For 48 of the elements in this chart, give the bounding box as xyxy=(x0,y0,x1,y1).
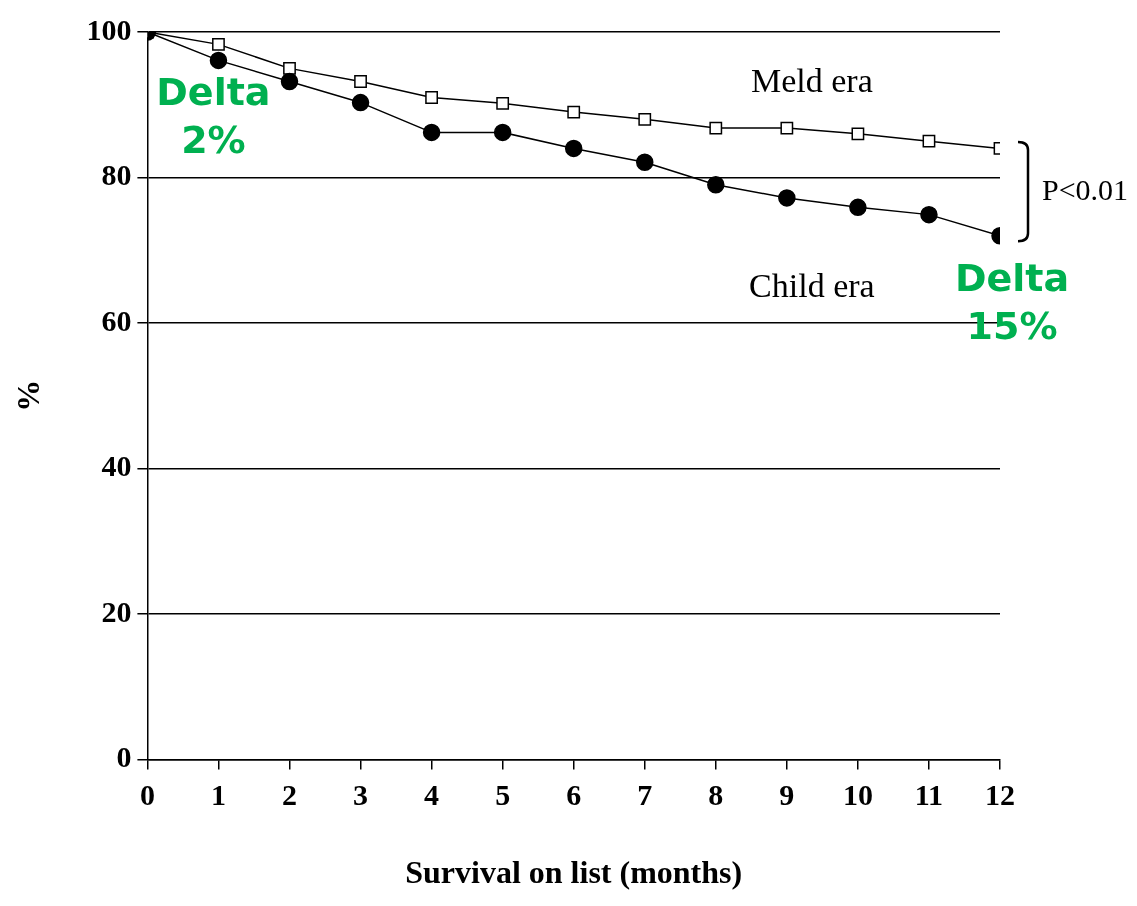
point xyxy=(351,93,370,112)
y-tick-label: 60 xyxy=(101,303,132,337)
y-axis-title: % xyxy=(10,379,47,412)
point xyxy=(851,127,865,141)
x-tick-label: 2 xyxy=(282,778,297,812)
point xyxy=(212,37,225,51)
series-label: Child era xyxy=(749,266,875,304)
x-tick-label: 5 xyxy=(495,778,511,812)
point xyxy=(567,105,581,119)
x-tick-label: 11 xyxy=(914,778,944,812)
point xyxy=(209,51,228,70)
point xyxy=(709,121,723,135)
x-tick-label: 7 xyxy=(637,778,653,812)
x-axis-title: Survival on list (months) xyxy=(405,854,743,891)
x-tick-label: 6 xyxy=(566,778,582,812)
point xyxy=(564,139,583,158)
point xyxy=(636,153,654,171)
point xyxy=(422,123,441,142)
y-tick-label: 40 xyxy=(101,449,132,483)
x-tick-label: 4 xyxy=(424,778,440,812)
x-tick-label: 9 xyxy=(779,778,795,812)
y-tick-label: 100 xyxy=(86,12,132,46)
x-tick-label: 3 xyxy=(353,778,369,812)
x-tick-label: 12 xyxy=(985,778,1015,812)
point xyxy=(780,121,794,135)
point xyxy=(496,96,510,110)
annotation: Delta 2% xyxy=(156,70,271,163)
x-tick-label: 10 xyxy=(842,778,873,812)
point xyxy=(922,134,936,148)
x-tick-label: 8 xyxy=(708,778,724,812)
point xyxy=(707,176,725,194)
y-tick-label: 20 xyxy=(101,594,132,628)
text: P<0.01 xyxy=(1042,172,1129,206)
series-label: Meld era xyxy=(750,61,873,99)
annotation: Delta 15% xyxy=(954,255,1070,348)
y-tick-label: 0 xyxy=(116,740,132,774)
point xyxy=(280,72,299,91)
point xyxy=(638,112,652,126)
point xyxy=(354,75,367,88)
point xyxy=(849,198,867,217)
point xyxy=(778,189,796,207)
point xyxy=(920,205,938,224)
point xyxy=(425,91,439,104)
x-tick-label: 0 xyxy=(139,778,155,812)
y-tick-label: 80 xyxy=(101,158,132,192)
x-tick-label: 1 xyxy=(210,778,226,812)
point xyxy=(283,61,296,75)
point xyxy=(493,123,512,142)
